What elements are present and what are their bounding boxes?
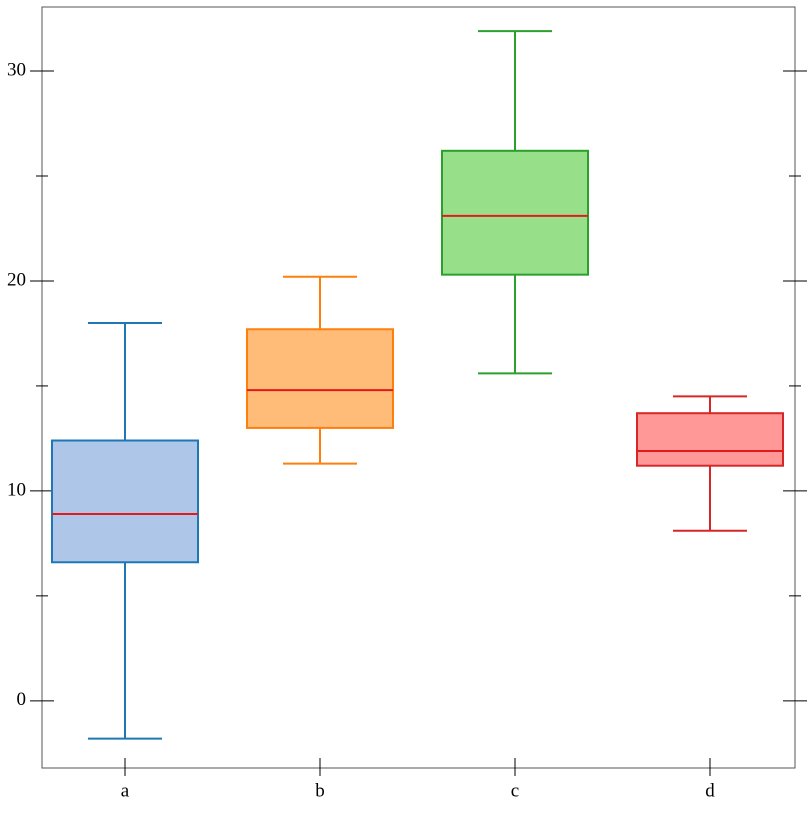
x-tick-label: b [315,780,325,801]
x-tick-label: a [121,780,130,801]
x-tick-label: d [705,780,715,801]
box [636,412,784,467]
y-tick-label: 0 [17,689,27,710]
box [246,328,394,429]
y-tick-label: 20 [7,269,26,290]
x-tick-label: c [511,780,519,801]
plot-frame [41,6,796,769]
box [51,439,199,564]
y-tick-label: 30 [7,59,26,80]
y-tick-label: 10 [7,479,26,500]
box [441,149,589,276]
